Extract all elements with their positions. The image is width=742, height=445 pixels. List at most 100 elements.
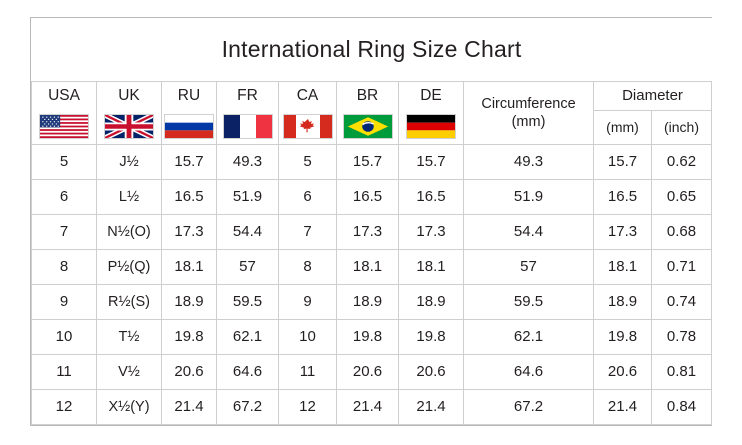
column-header-diameter-mm: (mm): [593, 109, 652, 145]
cell-br-size: 18.1: [336, 248, 399, 285]
cell-br-size: 16.5: [336, 178, 399, 215]
cell-ca-size: 12: [278, 388, 337, 426]
cell-circumference-mm: 59.5: [463, 283, 594, 320]
cell-ru-size: 21.4: [161, 388, 217, 426]
cell-ru-size: 17.3: [161, 213, 217, 250]
column-header-uk: UK: [96, 80, 162, 111]
cell-ru-size: 19.8: [161, 318, 217, 355]
cell-diameter-mm: 17.3: [593, 213, 652, 250]
cell-de-size: 18.1: [398, 248, 464, 285]
cell-uk-size: V½: [96, 353, 162, 390]
cell-br-size: 18.9: [336, 283, 399, 320]
cell-diameter-inch: 0.62: [650, 143, 713, 180]
column-header-diameter-inch: (inch): [650, 109, 713, 145]
cell-br-size: 15.7: [336, 143, 399, 180]
cell-diameter-inch: 0.65: [650, 178, 713, 215]
cell-usa-size: 9: [31, 283, 97, 320]
column-header-de: DE: [398, 80, 464, 111]
cell-de-size: 16.5: [398, 178, 464, 215]
cell-ca-size: 7: [278, 213, 337, 250]
flag-uk-icon: [104, 114, 154, 140]
cell-br-size: 21.4: [336, 388, 399, 426]
ring-size-chart: International Ring Size Chart USA UK RU …: [30, 17, 713, 426]
cell-ru-size: 16.5: [161, 178, 217, 215]
column-header-fr: FR: [216, 80, 279, 111]
cell-ru-size: 18.9: [161, 283, 217, 320]
cell-ru-size: 18.1: [161, 248, 217, 285]
column-header-circumference: Circumference (mm): [463, 80, 594, 145]
table-row: 11 V½ 20.6 64.6 11 20.6 20.6 64.6 20.6 0.81: [31, 353, 713, 390]
column-header-ru: RU: [161, 80, 217, 111]
cell-de-size: 15.7: [398, 143, 464, 180]
cell-diameter-mm: 19.8: [593, 318, 652, 355]
cell-fr-size: 67.2: [216, 388, 279, 426]
ring-size-table: International Ring Size Chart USA UK RU …: [31, 18, 713, 426]
title-row: International Ring Size Chart: [31, 18, 712, 82]
cell-circumference-mm: 49.3: [463, 143, 594, 180]
cell-ru-size: 20.6: [161, 353, 217, 390]
cell-ca-size: 10: [278, 318, 337, 355]
cell-uk-size: T½: [96, 318, 162, 355]
flag-cell-usa: [31, 110, 97, 145]
circumference-label: Circumference: [481, 95, 576, 112]
flag-cell-ca: [278, 110, 337, 145]
header-code-row: USA UK RU FR CA BR DE Circumference (mm)…: [31, 80, 713, 145]
flag-cell-br: [336, 110, 399, 145]
cell-diameter-inch: 0.81: [650, 353, 713, 390]
cell-ca-size: 6: [278, 178, 337, 215]
cell-usa-size: 5: [31, 143, 97, 180]
cell-usa-size: 12: [31, 388, 97, 426]
flag-cell-uk: [96, 110, 162, 145]
cell-ca-size: 5: [278, 143, 337, 180]
table-row: 8 P½(Q) 18.1 57 8 18.1 18.1 57 18.1 0.71: [31, 248, 713, 285]
cell-de-size: 17.3: [398, 213, 464, 250]
cell-ru-size: 15.7: [161, 143, 217, 180]
page-title: International Ring Size Chart: [31, 18, 712, 82]
flag-br-icon: [342, 114, 393, 140]
cell-uk-size: X½(Y): [96, 388, 162, 426]
cell-diameter-mm: 21.4: [593, 388, 652, 426]
cell-circumference-mm: 51.9: [463, 178, 594, 215]
cell-fr-size: 59.5: [216, 283, 279, 320]
cell-usa-size: 7: [31, 213, 97, 250]
cell-de-size: 20.6: [398, 353, 464, 390]
cell-br-size: 19.8: [336, 318, 399, 355]
cell-fr-size: 57: [216, 248, 279, 285]
table-row: 5 J½ 15.7 49.3 5 15.7 15.7 49.3 15.7 0.62: [31, 143, 713, 180]
cell-diameter-inch: 0.84: [650, 388, 713, 426]
flag-ca-icon: [282, 114, 333, 140]
column-header-diameter: Diameter: [592, 80, 713, 111]
cell-circumference-mm: 57: [463, 248, 594, 285]
cell-br-size: 20.6: [336, 353, 399, 390]
cell-fr-size: 64.6: [216, 353, 279, 390]
table-row: 10 T½ 19.8 62.1 10 19.8 19.8 62.1 19.8 0.78: [31, 318, 713, 355]
header-flag-row: (mm) (inch): [31, 109, 713, 145]
cell-circumference-mm: 62.1: [463, 318, 594, 355]
cell-fr-size: 62.1: [216, 318, 279, 355]
cell-uk-size: N½(O): [96, 213, 162, 250]
circumference-unit: (mm): [511, 113, 546, 130]
cell-fr-size: 49.3: [216, 143, 279, 180]
cell-uk-size: J½: [96, 143, 162, 180]
cell-diameter-inch: 0.78: [650, 318, 713, 355]
cell-diameter-inch: 0.68: [650, 213, 713, 250]
flag-cell-ru: [161, 110, 217, 145]
cell-ca-size: 11: [278, 353, 337, 390]
cell-diameter-inch: 0.74: [650, 283, 713, 320]
cell-diameter-mm: 15.7: [593, 143, 652, 180]
cell-usa-size: 8: [31, 248, 97, 285]
column-header-br: BR: [336, 80, 399, 111]
cell-usa-size: 10: [31, 318, 97, 355]
cell-circumference-mm: 54.4: [463, 213, 594, 250]
table-row: 6 L½ 16.5 51.9 6 16.5 16.5 51.9 16.5 0.65: [31, 178, 713, 215]
cell-de-size: 18.9: [398, 283, 464, 320]
flag-usa-icon: [39, 114, 89, 140]
cell-uk-size: L½: [96, 178, 162, 215]
column-header-usa: USA: [31, 80, 97, 111]
table-row: 12 X½(Y) 21.4 67.2 12 21.4 21.4 67.2 21.4 0.84: [31, 388, 713, 426]
cell-ca-size: 8: [278, 248, 337, 285]
table-body: 5 J½ 15.7 49.3 5 15.7 15.7 49.3 15.7 0.62 6 L½ 16.5 5…: [31, 143, 713, 426]
cell-fr-size: 51.9: [216, 178, 279, 215]
flag-fr-icon: [222, 114, 273, 140]
cell-diameter-mm: 16.5: [593, 178, 652, 215]
